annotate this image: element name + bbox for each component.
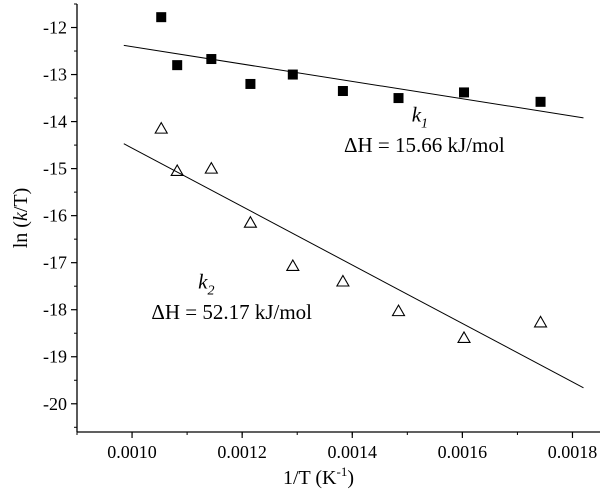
annotation-text-k2: ΔH = 52.17 kJ/mol bbox=[151, 300, 312, 324]
point-k2 bbox=[535, 316, 547, 327]
point-k2 bbox=[287, 260, 299, 271]
axis-ticks: -12 -13 -14 -15 -16 -17 -18 -19 -20 0.0010 0.0012 0… bbox=[43, 4, 597, 462]
point-k2 bbox=[205, 163, 217, 174]
point-k2 bbox=[337, 275, 349, 286]
x-tick-label: 0.0010 bbox=[107, 442, 157, 462]
point-k2 bbox=[155, 123, 167, 134]
y-tick-label: -12 bbox=[43, 18, 67, 38]
y-tick-label: -20 bbox=[43, 394, 67, 414]
fit-lines bbox=[124, 45, 584, 387]
point-k1 bbox=[459, 87, 469, 97]
y-tick-label: -13 bbox=[43, 65, 67, 85]
fit-line-k1 bbox=[124, 45, 584, 117]
point-k1 bbox=[394, 93, 404, 103]
y-tick-label: -15 bbox=[43, 159, 67, 179]
x-axis-label: 1/T (K-1) bbox=[283, 464, 354, 489]
point-k2 bbox=[393, 305, 405, 316]
plot-area: -12 -13 -14 -15 -16 -17 -18 -19 -20 0.0010 0.0012 0… bbox=[43, 4, 600, 462]
x-tick-label: 0.0018 bbox=[548, 442, 598, 462]
y-tick-label: -17 bbox=[43, 253, 67, 273]
point-k2 bbox=[458, 332, 470, 343]
annotation-symbol-k2: k2 bbox=[198, 270, 214, 299]
point-k1 bbox=[206, 54, 216, 64]
y-tick-label: -19 bbox=[43, 347, 67, 367]
annotation-symbol-k1: k1 bbox=[412, 103, 428, 132]
point-k1 bbox=[172, 60, 182, 70]
fit-line-k2 bbox=[124, 144, 584, 388]
point-k1 bbox=[536, 97, 546, 107]
annotation-text-k1: ΔH = 15.66 kJ/mol bbox=[344, 133, 505, 157]
x-tick-label: 0.0014 bbox=[328, 442, 378, 462]
y-tick-label: -14 bbox=[43, 112, 67, 132]
y-axis-label: ln (k/T) bbox=[10, 188, 32, 249]
point-k1 bbox=[245, 79, 255, 89]
point-k1 bbox=[338, 86, 348, 96]
annotations: k1ΔH = 15.66 kJ/mol k2ΔH = 52.17 kJ/mol bbox=[151, 103, 505, 325]
point-k2 bbox=[244, 217, 256, 228]
y-tick-label: -18 bbox=[43, 300, 67, 320]
x-tick-label: 0.0016 bbox=[438, 442, 488, 462]
x-tick-label: 0.0012 bbox=[217, 442, 267, 462]
y-tick-label: -16 bbox=[43, 206, 67, 226]
point-k1 bbox=[288, 70, 298, 80]
point-k1 bbox=[156, 12, 166, 22]
